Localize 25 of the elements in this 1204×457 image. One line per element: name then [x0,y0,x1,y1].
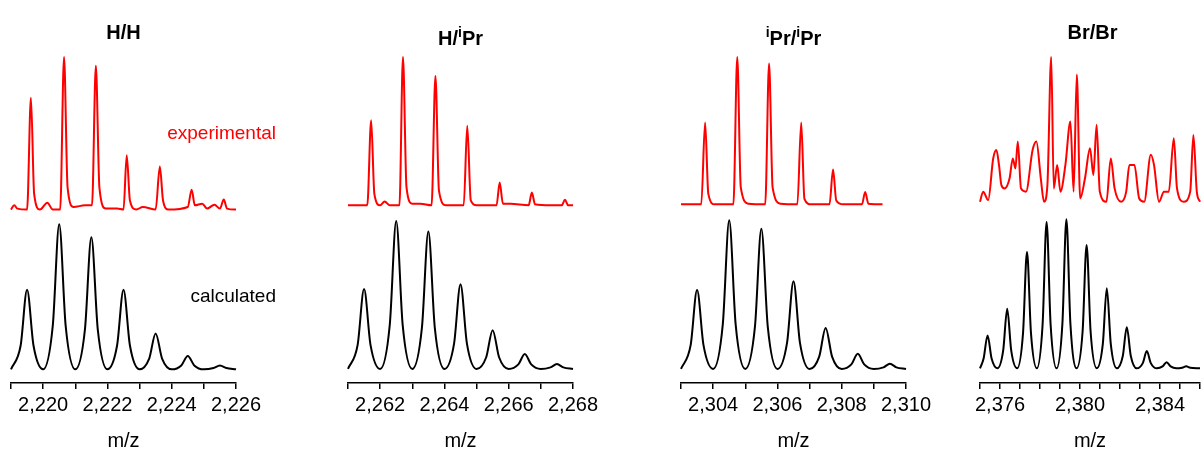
x-tick-label: 2,384 [1134,392,1186,415]
x-tick-label: 2,264 [419,392,470,415]
text: calculated [190,285,276,307]
x-tick-label: 2,380 [1054,392,1106,415]
x-tick-label: 2,226 [210,392,262,415]
x-axis-title: m/z [1073,428,1107,451]
x-tick-label: 2,376 [974,392,1026,415]
series-label: experimental [167,121,276,143]
x-tick-label: 2,268 [547,392,599,415]
x-tick-label: 2,310 [880,392,932,415]
chart-title: H/$^{i}$Pr [437,23,484,50]
chart-title: H/H [105,20,142,44]
x-tick-label: 2,308 [816,392,867,415]
x-axis-title: m/z [444,428,477,451]
x-axis-title: m/z [107,428,140,451]
x-axis-title: m/z [777,428,810,451]
x-tick-label: 2,304 [688,392,739,415]
x-tick-label: 2,224 [146,392,197,415]
x-tick-label: 2,220 [18,392,69,415]
chart-title: Br/Br [1066,20,1119,44]
x-tick-label: 2,306 [752,392,803,415]
chart-title: $^{i}$Pr/$^{i}$Pr [764,23,823,50]
x-tick-label: 2,222 [82,392,133,415]
x-tick-label: 2,262 [355,392,406,415]
x-tick-label: 2,266 [483,392,534,415]
